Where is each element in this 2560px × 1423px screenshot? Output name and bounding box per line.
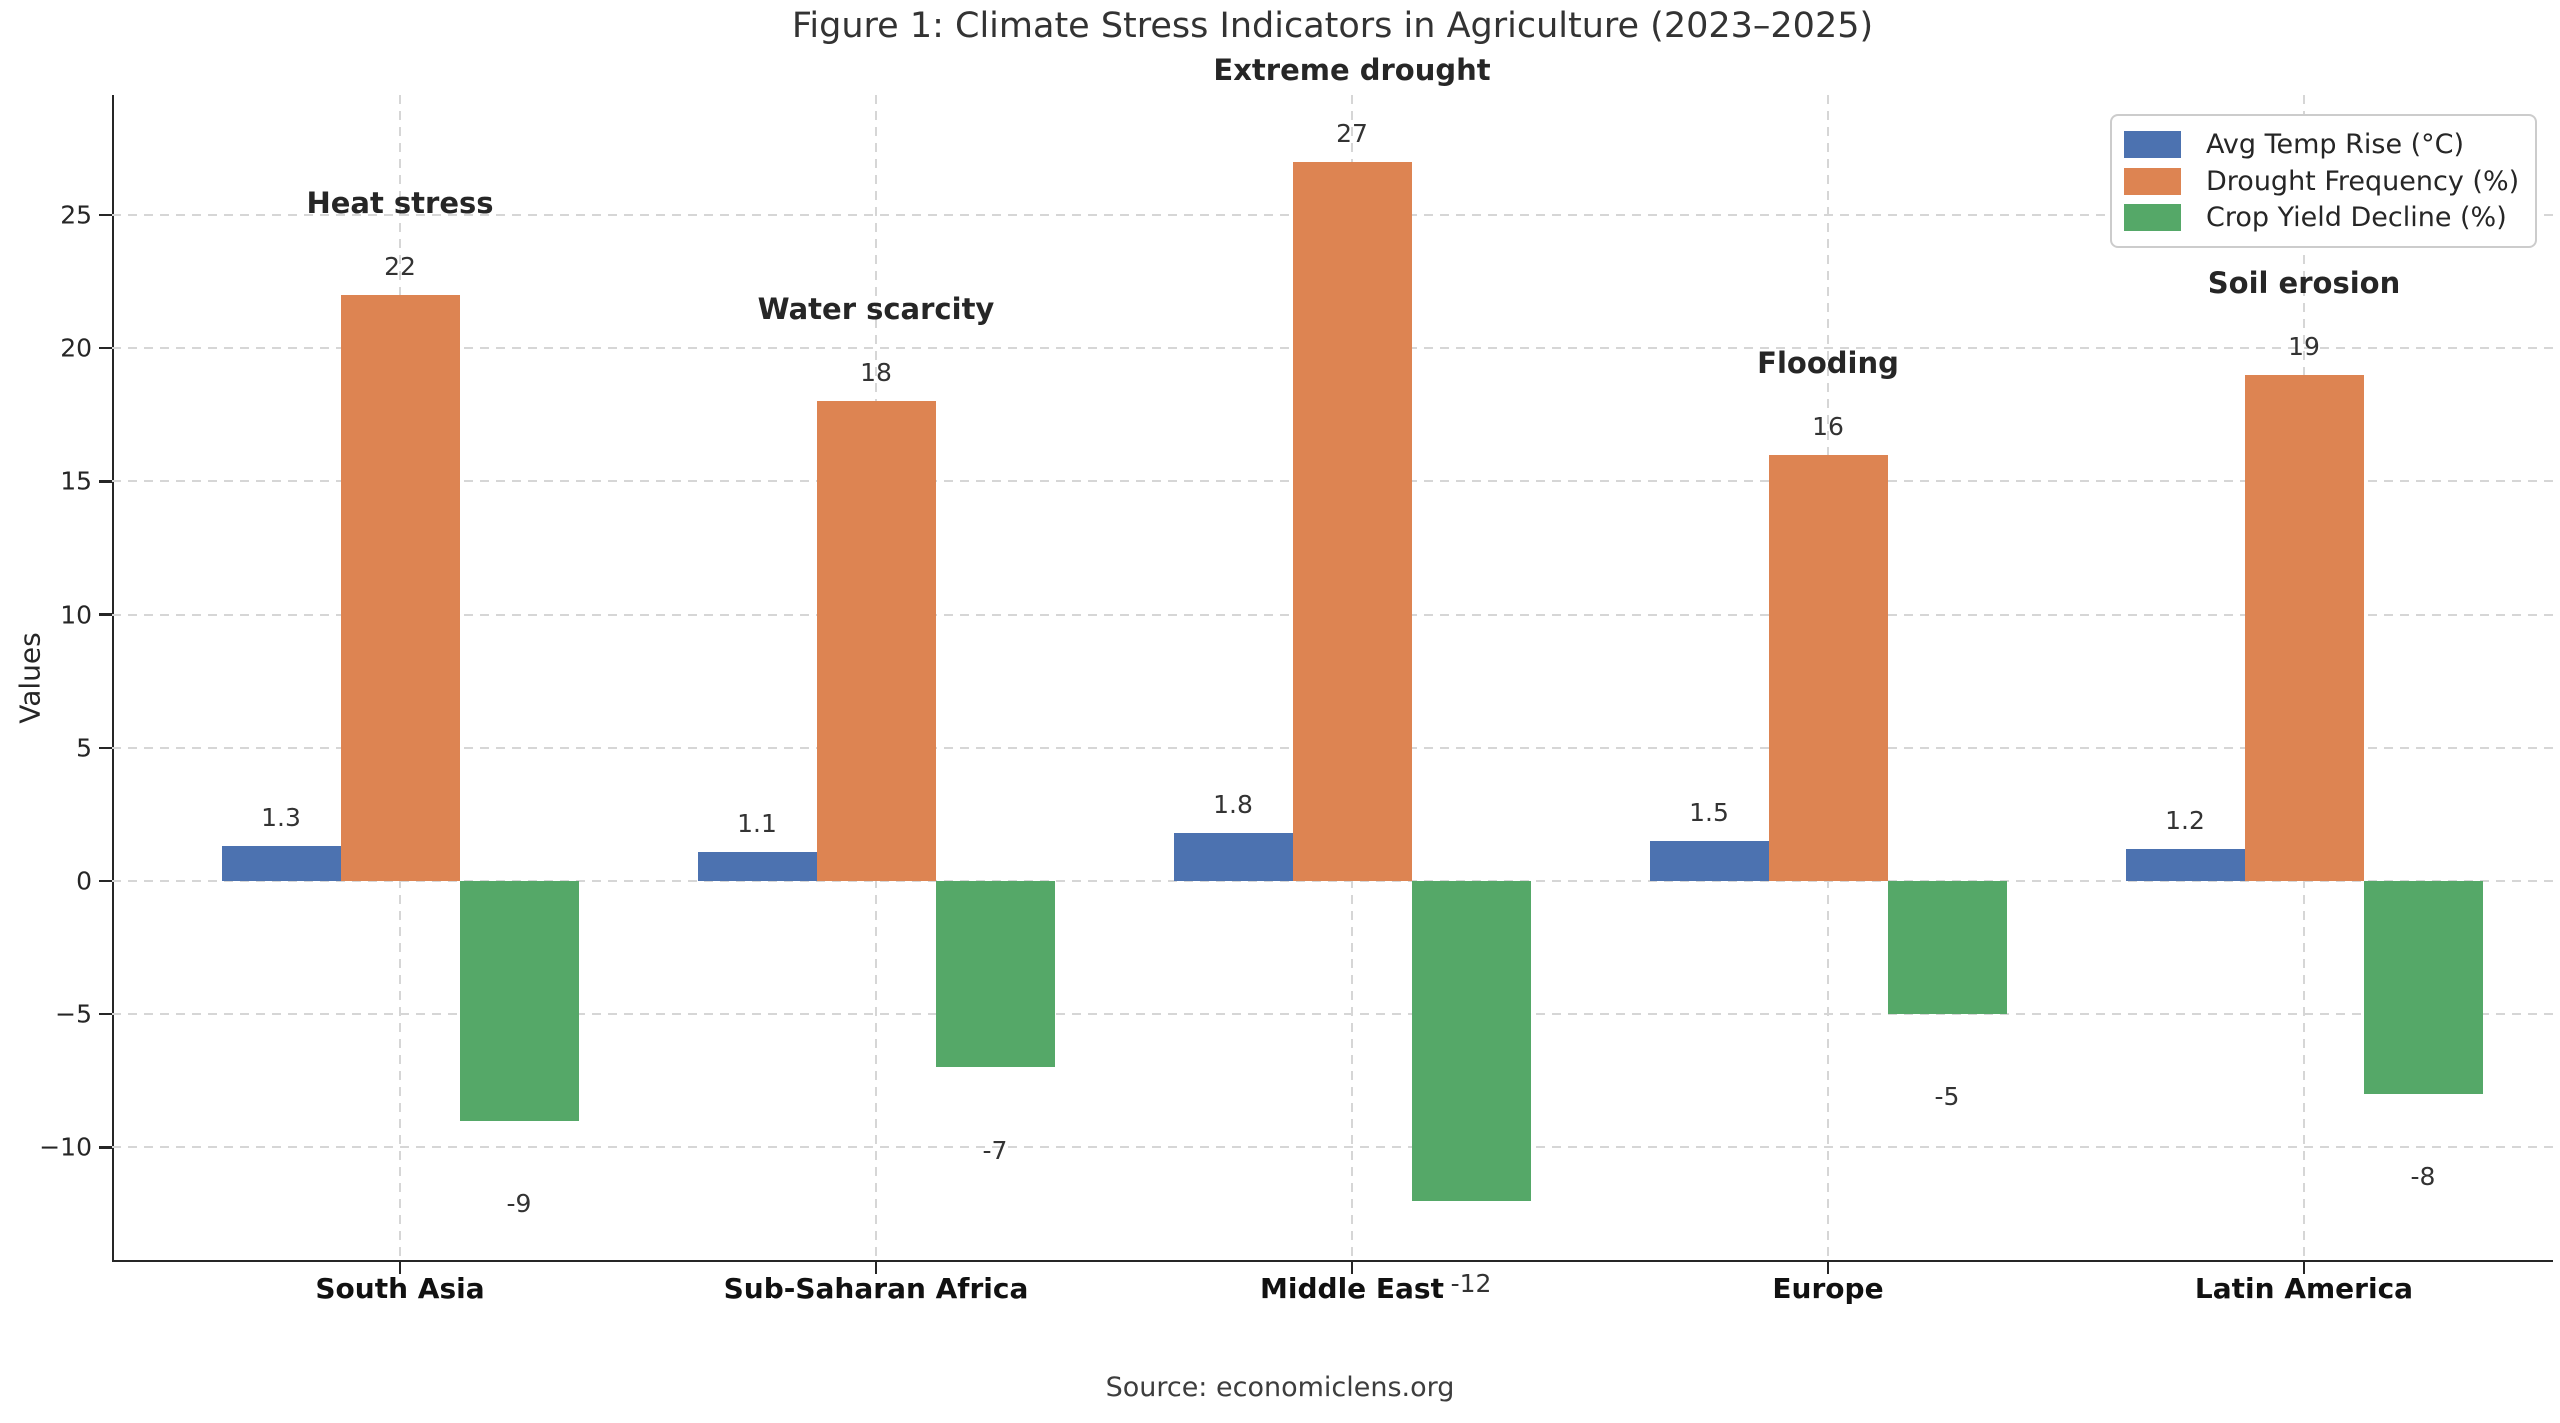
y-tick-label: 25 xyxy=(60,200,92,230)
event-annotation: Extreme drought xyxy=(1213,52,1491,87)
y-tick xyxy=(99,1146,112,1149)
bar-value-label: 1.1 xyxy=(737,808,777,838)
event-annotation: Flooding xyxy=(1757,345,1899,380)
legend-swatch xyxy=(2124,204,2181,232)
legend-label: Crop Yield Decline (%) xyxy=(2206,202,2507,234)
bar xyxy=(935,880,1055,1068)
bar-value-label: 1.8 xyxy=(1213,790,1253,820)
x-tick xyxy=(874,1262,878,1274)
bar xyxy=(1292,161,1412,881)
y-tick-label: 20 xyxy=(60,333,92,363)
category-label: South Asia xyxy=(315,1272,485,1305)
grid-line-h xyxy=(112,879,2553,882)
legend-item: Avg Temp Rise (°C) xyxy=(2124,126,2517,163)
y-tick-label: −5 xyxy=(55,999,92,1029)
y-tick xyxy=(99,613,112,616)
source-note: Source: economiclens.org xyxy=(1105,1372,1455,1403)
x-tick xyxy=(2302,1262,2306,1274)
bar xyxy=(816,401,936,881)
legend-label: Avg Temp Rise (°C) xyxy=(2206,128,2465,160)
x-tick xyxy=(398,1262,402,1274)
bar-value-label: 18 xyxy=(860,358,892,388)
bar-value-label: 1.3 xyxy=(261,803,301,833)
category-label: Europe xyxy=(1772,1272,1884,1305)
grid-line-h xyxy=(112,1146,2553,1149)
bar xyxy=(221,846,341,881)
bar xyxy=(2244,374,2364,881)
bar xyxy=(2125,849,2245,881)
y-tick xyxy=(99,480,112,483)
bar-value-label: 27 xyxy=(1336,118,1368,148)
y-tick xyxy=(99,1012,112,1016)
bar xyxy=(697,851,817,881)
event-annotation: Water scarcity xyxy=(757,292,995,327)
plot-area xyxy=(112,95,2553,1262)
legend-swatch xyxy=(2124,130,2181,158)
bar xyxy=(459,880,579,1121)
chart-title: Figure 1: Climate Stress Indicators in A… xyxy=(791,6,1874,46)
legend-item: Drought Frequency (%) xyxy=(2124,163,2520,200)
bar xyxy=(2363,880,2483,1095)
bar-value-label: 16 xyxy=(1812,411,1844,441)
y-tick xyxy=(99,346,112,350)
event-annotation: Heat stress xyxy=(306,185,494,220)
bar-value-label: 1.2 xyxy=(2165,806,2205,836)
grid-line-h xyxy=(112,1013,2553,1016)
y-tick-label: 5 xyxy=(76,733,92,763)
y-tick xyxy=(99,746,112,750)
y-tick-label: −10 xyxy=(39,1132,92,1162)
x-tick xyxy=(1826,1262,1830,1274)
category-label: Sub-Saharan Africa xyxy=(723,1272,1029,1305)
bar-value-label: -9 xyxy=(506,1188,532,1218)
bar xyxy=(1887,880,2007,1015)
bar xyxy=(340,294,460,881)
legend-label: Drought Frequency (%) xyxy=(2206,165,2520,197)
bar xyxy=(1649,841,1769,881)
bar xyxy=(1768,454,1888,881)
bar-value-label: -7 xyxy=(982,1135,1008,1165)
legend-item: Crop Yield Decline (%) xyxy=(2124,199,2517,236)
x-tick xyxy=(1350,1262,1354,1274)
bar xyxy=(1411,880,1531,1201)
bar-value-label: -5 xyxy=(1934,1082,1960,1112)
bar-value-label: -12 xyxy=(1450,1268,1492,1298)
y-tick-label: 15 xyxy=(60,466,92,496)
bar-value-label: 1.5 xyxy=(1689,798,1729,828)
y-tick-label: 0 xyxy=(76,866,92,896)
bar-value-label: -8 xyxy=(2410,1162,2436,1192)
category-label: Middle East xyxy=(1260,1272,1444,1305)
event-annotation: Soil erosion xyxy=(2207,265,2401,300)
y-tick xyxy=(99,213,112,217)
bar-value-label: 19 xyxy=(2288,331,2320,361)
y-tick-label: 10 xyxy=(60,600,92,630)
bar-value-label: 22 xyxy=(384,251,416,281)
legend: Avg Temp Rise (°C) Drought Frequency (%) C… xyxy=(2110,114,2537,248)
category-label: Latin America xyxy=(2194,1272,2414,1305)
legend-swatch xyxy=(2124,167,2181,195)
bar xyxy=(1173,833,1293,881)
y-tick xyxy=(99,879,112,883)
